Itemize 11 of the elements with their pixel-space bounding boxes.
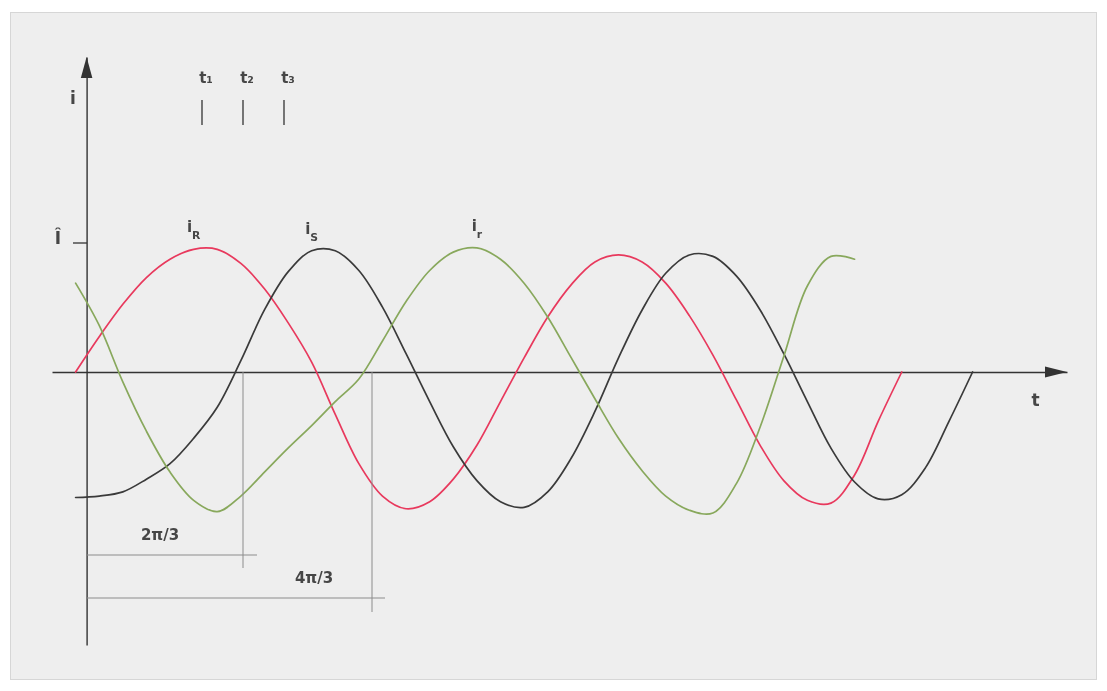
text: t₃ — [281, 69, 295, 87]
x-axis-title: t — [1031, 389, 1040, 410]
text: 4π/3 — [294, 569, 334, 587]
text: 2π/3 — [140, 526, 180, 544]
text: t₂ — [240, 69, 254, 87]
series-label: i$_{r}$ — [471, 216, 483, 241]
annotation: Î — [54, 227, 62, 248]
text: i — [70, 88, 76, 108]
series-label: i$_{R}$ — [186, 218, 202, 242]
series-label: i$_{S}$ — [305, 219, 319, 244]
text: t₁ — [199, 69, 213, 87]
